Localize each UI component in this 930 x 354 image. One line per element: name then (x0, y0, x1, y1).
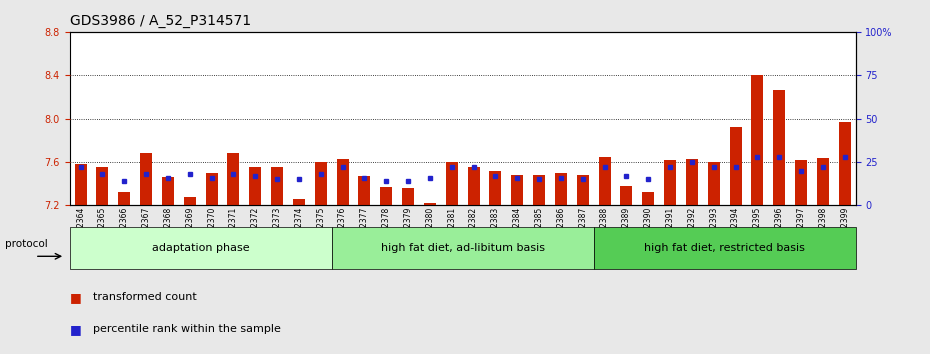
Bar (839, 122, 851, 205)
Bar (424, 203, 436, 205)
Text: high fat diet, ad-libitum basis: high fat diet, ad-libitum basis (380, 243, 545, 253)
Bar (402, 188, 414, 205)
Bar (512, 175, 524, 205)
Bar (817, 158, 829, 205)
Bar (206, 173, 218, 205)
Bar (489, 171, 501, 205)
Text: ■: ■ (70, 291, 82, 304)
Bar (249, 167, 261, 205)
Bar (445, 162, 458, 205)
Bar (140, 153, 153, 205)
Bar (468, 167, 480, 205)
Bar (97, 167, 109, 205)
Bar (664, 160, 676, 205)
Bar (729, 127, 741, 205)
Text: ■: ■ (70, 323, 82, 336)
Bar (555, 173, 567, 205)
Text: high fat diet, restricted basis: high fat diet, restricted basis (644, 243, 805, 253)
Bar (162, 177, 174, 205)
Bar (773, 90, 785, 205)
Text: protocol: protocol (5, 239, 47, 249)
Text: adaptation phase: adaptation phase (152, 243, 249, 253)
Bar (751, 75, 764, 205)
Bar (795, 160, 807, 205)
Bar (74, 164, 86, 205)
Text: percentile rank within the sample: percentile rank within the sample (93, 324, 281, 334)
Bar (620, 186, 632, 205)
Bar (118, 192, 130, 205)
Bar (380, 187, 392, 205)
Text: transformed count: transformed count (93, 292, 197, 302)
Bar (184, 196, 196, 205)
Bar (314, 162, 326, 205)
Bar (577, 175, 589, 205)
Bar (533, 175, 545, 205)
Bar (337, 159, 349, 205)
Bar (686, 159, 698, 205)
Bar (599, 156, 611, 205)
Bar (358, 176, 370, 205)
Bar (643, 192, 654, 205)
Text: GDS3986 / A_52_P314571: GDS3986 / A_52_P314571 (70, 14, 251, 28)
Bar (272, 167, 283, 205)
Bar (228, 153, 239, 205)
Bar (708, 162, 720, 205)
Bar (293, 199, 305, 205)
